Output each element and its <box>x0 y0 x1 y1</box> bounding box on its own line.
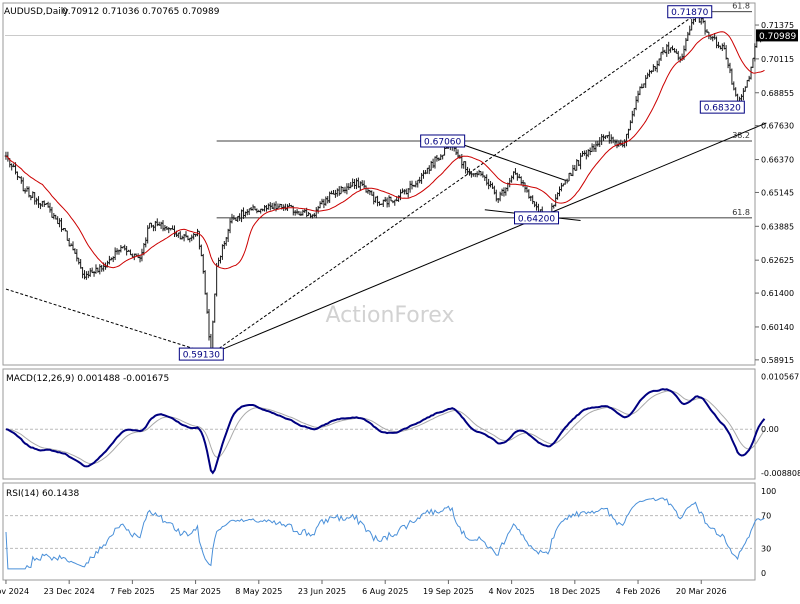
rsi-panel: RSI(14) 60.1438 100 70 30 0 <box>2 482 776 581</box>
time-tick-label: 18 Dec 2025 <box>549 587 600 596</box>
rsi-line <box>5 497 765 570</box>
rsi-tick-label: 30 <box>761 544 771 553</box>
ma-line <box>5 31 765 270</box>
time-tick-label: 7 Nov 2024 <box>0 587 29 596</box>
last-price-marker: 0.70989 <box>756 29 798 42</box>
time-tick-label: 7 Feb 2025 <box>110 587 155 596</box>
trendline <box>210 122 767 355</box>
rsi-title: RSI(14) 60.1438 <box>6 489 79 499</box>
price-tick-label: 0.60140 <box>761 323 794 332</box>
price-panel: AUDUSD,Daily 0.70912 0.71036 0.70765 0.7… <box>2 2 798 366</box>
price-label: 0.67060 <box>420 134 466 148</box>
macd-panel-border <box>2 368 756 480</box>
time-tick-label: 4 Nov 2025 <box>489 587 535 596</box>
svg-text:0.67060: 0.67060 <box>424 137 461 147</box>
time-tick-label: 23 Jun 2025 <box>298 587 346 596</box>
price-tick-label: 0.63885 <box>761 222 794 231</box>
macd-title: MACD(12,26,9) 0.001488 -0.001675 <box>6 374 169 384</box>
price-tick-label: 0.62625 <box>761 256 794 265</box>
level-label: 61.8 <box>732 2 750 11</box>
time-tick-label: 8 May 2025 <box>235 587 282 596</box>
rsi-tick-label: 0 <box>761 569 766 578</box>
rsi-panel-border <box>2 482 756 581</box>
time-tick-label: 4 Feb 2026 <box>616 587 661 596</box>
price-panel-border <box>2 2 756 366</box>
macd-signal-line <box>5 390 765 465</box>
svg-text:0.64200: 0.64200 <box>518 214 555 224</box>
svg-text:0.59130: 0.59130 <box>183 351 220 361</box>
trendline <box>5 288 212 355</box>
price-label: 0.71870 <box>667 5 713 19</box>
macd-line <box>5 388 766 475</box>
watermark: ActionForex <box>326 303 455 328</box>
macd-tick-label: 0.010567 <box>761 373 799 382</box>
price-tick-label: 0.58915 <box>761 356 794 365</box>
price-tick-label: 0.61400 <box>761 289 794 298</box>
price-ohlc: 0.70912 0.71036 0.70765 0.70989 <box>62 7 220 17</box>
time-tick-label: 23 Dec 2024 <box>44 587 95 596</box>
time-tick-label: 6 Aug 2025 <box>362 587 408 596</box>
price-tick-label: 0.67630 <box>761 122 794 131</box>
trendline <box>452 140 566 181</box>
time-tick-label: 25 Mar 2025 <box>170 587 221 596</box>
time-tick-label: 20 Mar 2026 <box>676 587 727 596</box>
svg-text:0.68320: 0.68320 <box>704 104 741 114</box>
price-tick-label: 0.71375 <box>761 21 794 30</box>
price-tick-label: 0.68855 <box>761 89 794 98</box>
macd-panel: MACD(12,26,9) 0.001488 -0.001675 0.01056… <box>2 368 800 480</box>
rsi-tick-label: 70 <box>761 512 771 521</box>
price-tick-label: 0.70115 <box>761 55 794 64</box>
macd-tick-label: 0.00 <box>761 425 779 434</box>
price-tick-label: 0.65145 <box>761 188 794 197</box>
last-price-label: 0.70989 <box>759 32 796 42</box>
price-label: 0.64200 <box>514 211 560 225</box>
svg-text:0.71870: 0.71870 <box>671 8 708 18</box>
trendline <box>210 11 700 355</box>
price-tick-label: 0.66370 <box>761 156 794 165</box>
price-label: 0.59130 <box>178 347 224 361</box>
rsi-tick-label: 100 <box>761 487 776 496</box>
level-label: 38.2 <box>732 131 750 140</box>
price-label: 0.68320 <box>699 100 745 114</box>
time-tick-label: 19 Sep 2025 <box>423 587 474 596</box>
time-axis: 7 Nov 2024 23 Dec 2024 7 Feb 2025 25 Mar 20… <box>0 580 727 596</box>
price-title: AUDUSD,Daily <box>4 7 69 17</box>
macd-tick-label: -0.008808 <box>761 469 800 478</box>
level-label: 61.8 <box>732 208 750 217</box>
